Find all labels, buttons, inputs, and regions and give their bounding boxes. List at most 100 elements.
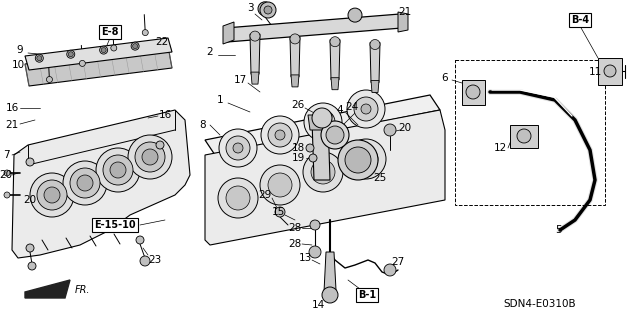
Text: B-4: B-4 — [571, 15, 589, 25]
Text: 10: 10 — [12, 60, 24, 70]
Circle shape — [128, 135, 172, 179]
Circle shape — [4, 170, 10, 176]
Text: 18: 18 — [291, 143, 305, 153]
Circle shape — [309, 154, 317, 162]
Circle shape — [517, 129, 531, 143]
Circle shape — [258, 2, 272, 16]
Circle shape — [384, 264, 396, 276]
Bar — [455, 60, 605, 205]
Text: 27: 27 — [392, 257, 404, 267]
Circle shape — [268, 173, 292, 197]
Polygon shape — [598, 58, 622, 85]
Circle shape — [260, 165, 300, 205]
Text: 12: 12 — [493, 143, 507, 153]
Circle shape — [35, 54, 44, 62]
Circle shape — [354, 97, 378, 121]
Circle shape — [37, 180, 67, 210]
Circle shape — [36, 56, 42, 61]
Circle shape — [466, 85, 480, 99]
Circle shape — [338, 140, 378, 180]
Circle shape — [30, 173, 74, 217]
Circle shape — [140, 256, 150, 266]
Circle shape — [384, 124, 396, 136]
Circle shape — [233, 143, 243, 153]
Circle shape — [132, 44, 138, 48]
Text: 20: 20 — [399, 123, 412, 133]
Text: 20: 20 — [24, 195, 36, 205]
Text: 21: 21 — [5, 120, 19, 130]
Text: 1: 1 — [217, 95, 223, 105]
Text: 5: 5 — [555, 225, 561, 235]
Text: E-15-10: E-15-10 — [94, 220, 136, 230]
Text: 16: 16 — [5, 103, 19, 113]
Circle shape — [136, 236, 144, 244]
Circle shape — [101, 48, 106, 53]
Circle shape — [218, 178, 258, 218]
Circle shape — [347, 90, 385, 128]
Circle shape — [311, 110, 335, 134]
Circle shape — [100, 46, 108, 54]
Circle shape — [304, 103, 342, 141]
Text: 15: 15 — [271, 207, 285, 217]
Circle shape — [346, 139, 386, 179]
Text: 29: 29 — [259, 190, 271, 200]
Circle shape — [131, 42, 139, 50]
Circle shape — [348, 8, 362, 22]
Circle shape — [135, 142, 165, 172]
Text: 28: 28 — [289, 239, 301, 249]
Circle shape — [110, 162, 126, 178]
Text: 28: 28 — [289, 223, 301, 233]
Circle shape — [68, 52, 73, 57]
Circle shape — [4, 192, 10, 198]
Polygon shape — [25, 280, 70, 298]
Polygon shape — [205, 110, 445, 245]
Polygon shape — [462, 80, 485, 105]
Text: 22: 22 — [156, 37, 168, 47]
Text: 13: 13 — [298, 253, 312, 263]
Polygon shape — [330, 40, 340, 80]
Circle shape — [67, 50, 75, 58]
Text: B-1: B-1 — [358, 290, 376, 300]
Circle shape — [44, 187, 60, 203]
Polygon shape — [205, 95, 440, 155]
Circle shape — [321, 121, 349, 149]
Text: 4: 4 — [337, 105, 343, 115]
Circle shape — [345, 147, 371, 173]
Circle shape — [77, 175, 93, 191]
Circle shape — [275, 207, 285, 217]
Circle shape — [261, 116, 299, 154]
Polygon shape — [251, 72, 259, 84]
Circle shape — [326, 126, 344, 144]
Polygon shape — [324, 252, 336, 292]
Text: 19: 19 — [291, 153, 305, 163]
Polygon shape — [398, 12, 408, 32]
Polygon shape — [291, 75, 299, 87]
Text: SDN4-E0310B: SDN4-E0310B — [504, 299, 576, 309]
Circle shape — [156, 141, 164, 149]
Circle shape — [268, 123, 292, 147]
Circle shape — [264, 6, 272, 14]
Text: 20: 20 — [0, 170, 13, 180]
Circle shape — [290, 34, 300, 44]
Circle shape — [79, 60, 85, 66]
Polygon shape — [308, 115, 332, 130]
Polygon shape — [12, 110, 190, 258]
Text: 25: 25 — [373, 173, 387, 183]
Circle shape — [370, 40, 380, 49]
Text: 8: 8 — [200, 120, 206, 130]
Circle shape — [275, 130, 285, 140]
Polygon shape — [250, 34, 260, 74]
Text: 2: 2 — [207, 47, 213, 57]
Text: 11: 11 — [588, 67, 602, 77]
Circle shape — [310, 220, 320, 230]
Polygon shape — [312, 120, 330, 180]
Circle shape — [47, 77, 52, 83]
Circle shape — [311, 160, 335, 184]
Text: 3: 3 — [246, 3, 253, 13]
Circle shape — [260, 2, 276, 18]
Circle shape — [28, 262, 36, 270]
Polygon shape — [223, 22, 234, 44]
Circle shape — [322, 287, 338, 303]
Circle shape — [226, 136, 250, 160]
Circle shape — [219, 129, 257, 167]
